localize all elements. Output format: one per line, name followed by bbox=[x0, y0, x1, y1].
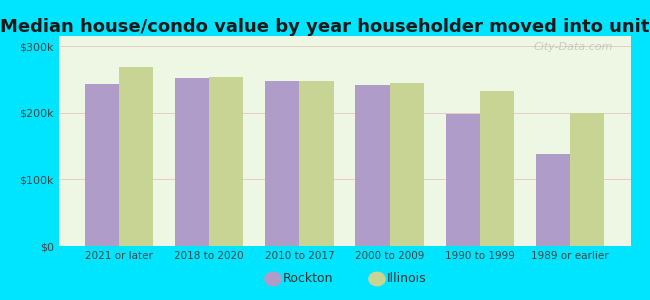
Bar bbox=[84, 84, 119, 246]
Bar bbox=[300, 81, 333, 246]
Bar bbox=[389, 83, 424, 246]
Text: Median house/condo value by year householder moved into unit: Median house/condo value by year househo… bbox=[0, 18, 650, 36]
Text: Illinois: Illinois bbox=[387, 272, 426, 286]
Bar bbox=[570, 113, 604, 246]
Bar bbox=[446, 114, 480, 246]
Text: Rockton: Rockton bbox=[283, 272, 333, 286]
Bar bbox=[536, 154, 570, 246]
Bar bbox=[209, 77, 243, 246]
Bar bbox=[356, 85, 389, 246]
Bar bbox=[175, 78, 209, 246]
Bar bbox=[119, 67, 153, 246]
Bar bbox=[480, 91, 514, 246]
Text: City-Data.com: City-Data.com bbox=[534, 42, 614, 52]
Bar bbox=[265, 81, 300, 246]
